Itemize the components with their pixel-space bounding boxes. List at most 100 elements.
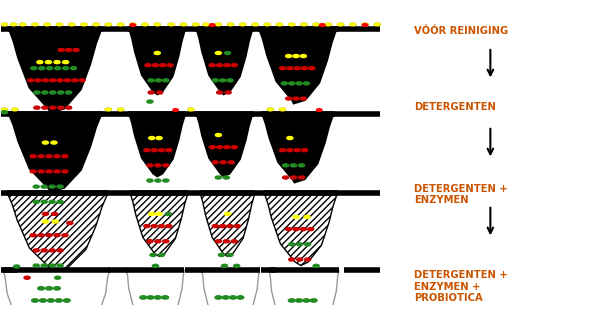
Circle shape bbox=[296, 82, 302, 85]
Circle shape bbox=[34, 91, 40, 94]
Circle shape bbox=[37, 287, 44, 290]
Circle shape bbox=[42, 212, 49, 216]
Circle shape bbox=[67, 222, 73, 225]
Circle shape bbox=[293, 97, 299, 100]
Circle shape bbox=[57, 249, 63, 252]
Circle shape bbox=[145, 64, 151, 67]
Circle shape bbox=[224, 64, 230, 67]
Circle shape bbox=[143, 310, 150, 312]
Circle shape bbox=[149, 137, 155, 139]
Circle shape bbox=[104, 108, 112, 111]
Circle shape bbox=[228, 161, 235, 164]
Circle shape bbox=[216, 134, 222, 137]
Circle shape bbox=[251, 23, 258, 26]
Circle shape bbox=[223, 240, 230, 243]
Circle shape bbox=[263, 23, 271, 26]
Polygon shape bbox=[8, 114, 103, 193]
Circle shape bbox=[226, 310, 233, 312]
Circle shape bbox=[173, 109, 178, 111]
Circle shape bbox=[225, 51, 231, 55]
Circle shape bbox=[66, 106, 72, 109]
Circle shape bbox=[230, 296, 236, 299]
Circle shape bbox=[300, 55, 306, 58]
Circle shape bbox=[31, 23, 39, 26]
Circle shape bbox=[147, 296, 154, 299]
Circle shape bbox=[71, 67, 77, 70]
Circle shape bbox=[62, 170, 68, 173]
Circle shape bbox=[294, 67, 300, 70]
Polygon shape bbox=[201, 270, 260, 312]
Circle shape bbox=[212, 79, 219, 82]
Circle shape bbox=[14, 265, 20, 268]
Circle shape bbox=[1, 23, 8, 26]
Circle shape bbox=[38, 155, 44, 158]
Circle shape bbox=[30, 170, 36, 173]
Circle shape bbox=[10, 23, 17, 26]
Circle shape bbox=[147, 100, 153, 103]
Circle shape bbox=[305, 243, 311, 246]
Circle shape bbox=[154, 23, 161, 26]
Circle shape bbox=[49, 185, 55, 188]
Circle shape bbox=[286, 97, 292, 100]
Circle shape bbox=[222, 296, 229, 299]
Circle shape bbox=[155, 296, 161, 299]
Circle shape bbox=[216, 176, 222, 179]
Circle shape bbox=[279, 67, 286, 70]
Circle shape bbox=[209, 24, 215, 27]
Circle shape bbox=[49, 264, 55, 267]
Circle shape bbox=[147, 179, 153, 182]
Circle shape bbox=[63, 299, 70, 302]
Circle shape bbox=[220, 79, 226, 82]
Circle shape bbox=[222, 264, 228, 267]
Circle shape bbox=[192, 23, 200, 26]
Polygon shape bbox=[130, 193, 188, 256]
Circle shape bbox=[305, 258, 311, 261]
Circle shape bbox=[266, 108, 274, 111]
Circle shape bbox=[215, 23, 222, 26]
Circle shape bbox=[303, 82, 309, 85]
Circle shape bbox=[313, 23, 320, 26]
Circle shape bbox=[282, 176, 289, 179]
Circle shape bbox=[57, 79, 63, 82]
Circle shape bbox=[33, 185, 39, 188]
Circle shape bbox=[55, 67, 61, 70]
Polygon shape bbox=[261, 114, 335, 183]
Circle shape bbox=[46, 170, 52, 173]
Circle shape bbox=[235, 225, 240, 228]
Circle shape bbox=[54, 155, 60, 158]
Circle shape bbox=[56, 23, 63, 26]
Circle shape bbox=[220, 225, 226, 228]
Circle shape bbox=[30, 155, 36, 158]
Circle shape bbox=[287, 149, 293, 152]
Circle shape bbox=[144, 149, 150, 152]
Text: DETERGENTEN: DETERGENTEN bbox=[414, 102, 496, 112]
Circle shape bbox=[44, 23, 51, 26]
Circle shape bbox=[304, 216, 310, 218]
Polygon shape bbox=[258, 29, 338, 105]
Circle shape bbox=[1, 108, 8, 111]
Circle shape bbox=[35, 79, 41, 82]
Polygon shape bbox=[195, 114, 254, 178]
Circle shape bbox=[148, 79, 154, 82]
Circle shape bbox=[215, 296, 222, 299]
Circle shape bbox=[167, 64, 173, 67]
Circle shape bbox=[93, 23, 100, 26]
Circle shape bbox=[289, 258, 295, 261]
Circle shape bbox=[313, 264, 319, 267]
Circle shape bbox=[163, 164, 169, 167]
Circle shape bbox=[39, 299, 46, 302]
Circle shape bbox=[308, 228, 314, 231]
Circle shape bbox=[227, 253, 233, 256]
Circle shape bbox=[117, 108, 124, 111]
Circle shape bbox=[31, 67, 37, 70]
Circle shape bbox=[57, 264, 63, 267]
Circle shape bbox=[160, 64, 166, 67]
Circle shape bbox=[349, 23, 357, 26]
Circle shape bbox=[281, 82, 287, 85]
Circle shape bbox=[217, 146, 223, 149]
Circle shape bbox=[62, 155, 68, 158]
Circle shape bbox=[72, 79, 78, 82]
Circle shape bbox=[24, 276, 30, 279]
Circle shape bbox=[227, 79, 233, 82]
Circle shape bbox=[158, 253, 165, 256]
